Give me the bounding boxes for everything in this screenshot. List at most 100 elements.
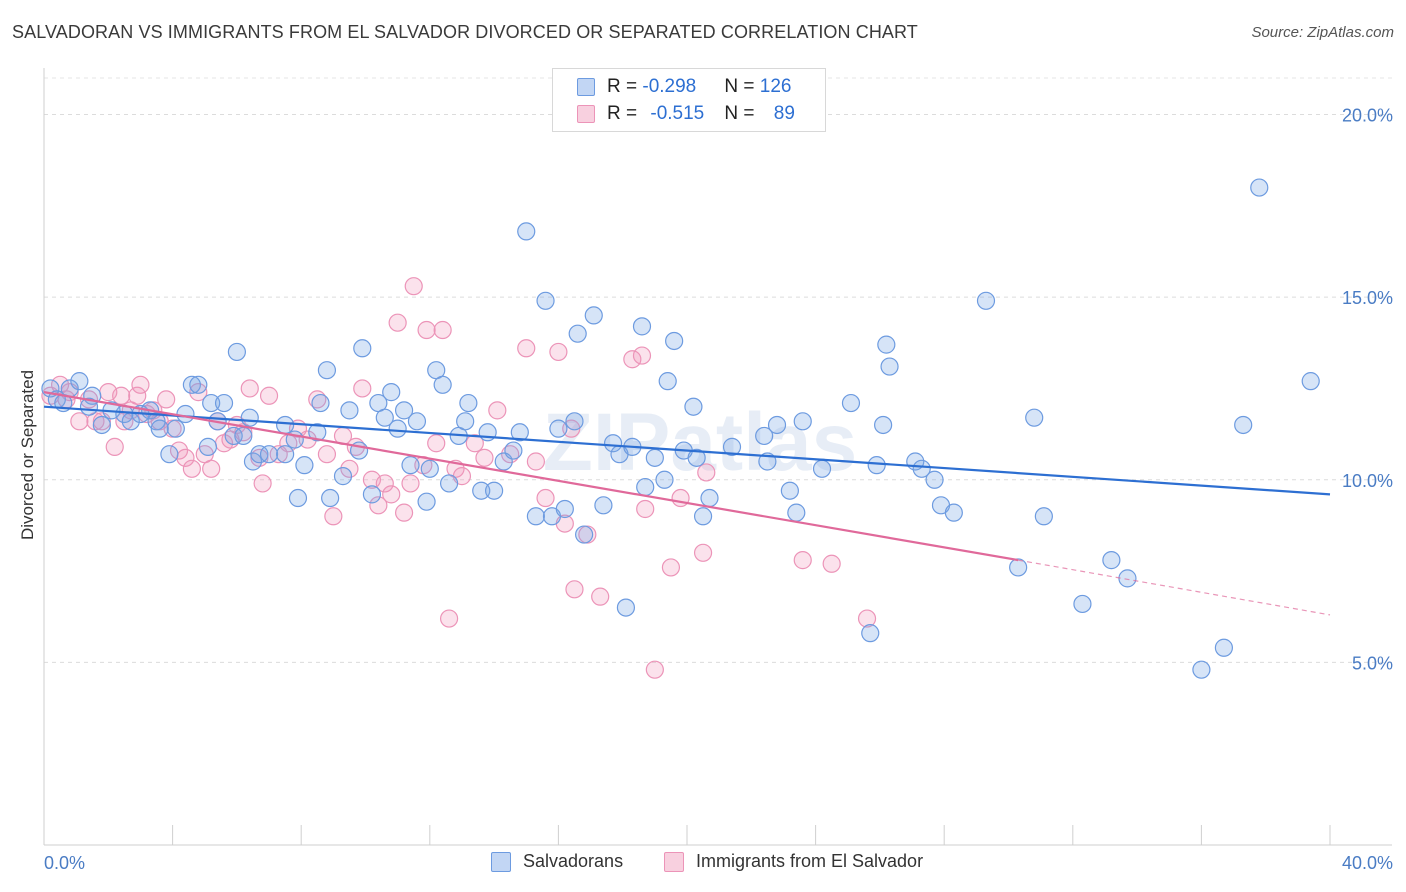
salvadorans-point (874, 415, 893, 435)
immigrants-point (475, 448, 494, 467)
salvadorans-point (517, 222, 536, 241)
series-immigrants-points (41, 277, 877, 679)
salvadorans-point (793, 412, 812, 431)
immigrants-point (565, 580, 584, 599)
salvadorans-point (417, 492, 436, 511)
immigrants-point (433, 320, 452, 340)
salvadorans-point (333, 467, 353, 486)
salvadorans-point (182, 375, 201, 394)
immigrants-point (353, 379, 372, 398)
immigrants-point (324, 507, 343, 526)
salvadorans-point (234, 426, 253, 446)
legend: R = -0.298 N = 126 R = -0.515 N = 89 (552, 68, 826, 132)
y-tick-label: 15.0% (1342, 288, 1393, 308)
salvadorans-point (976, 291, 996, 310)
salvadorans-point (198, 437, 218, 456)
salvadorans-point (787, 503, 806, 522)
salvadorans-point (536, 291, 555, 310)
salvadorans-point (382, 383, 401, 402)
salvadorans-point (308, 423, 327, 442)
series-salvadorans-points (41, 178, 1320, 679)
immigrants-point (369, 496, 388, 515)
salvadorans-point (288, 488, 308, 508)
immigrants-point (857, 609, 877, 628)
salvadorans-point (504, 441, 523, 460)
salvadorans-point (722, 437, 742, 456)
salvadorans-point (295, 456, 314, 475)
salvadorans-point (510, 423, 529, 442)
salvadorans-point (202, 393, 221, 413)
immigrants-point (526, 452, 545, 471)
salvadorans-trend-line (43, 405, 1331, 496)
immigrants-point (182, 459, 201, 478)
immigrants-point (822, 554, 841, 573)
immigrants-point (536, 488, 555, 508)
salvadorans-point (276, 415, 295, 435)
salvadorans-point (684, 397, 703, 416)
immigrants-point (693, 543, 713, 562)
salvadorans-point (526, 507, 545, 526)
salvadorans-point (636, 477, 655, 497)
immigrants-point (202, 459, 221, 478)
immigrants-point (549, 342, 568, 362)
salvadorans-point (603, 434, 623, 453)
bottom-legend-swatch-blue (491, 851, 511, 872)
salvadorans-point (1118, 569, 1137, 588)
immigrants-point (404, 277, 423, 296)
salvadorans-point (227, 342, 246, 362)
trend-lines (43, 391, 1331, 616)
immigrants-point (636, 499, 655, 519)
salvadorans-point (243, 452, 263, 471)
salvadorans-point (433, 375, 452, 394)
x-tick-label: 0.0% (44, 853, 85, 873)
axes (43, 68, 1392, 846)
salvadorans-point (1250, 178, 1269, 197)
salvadorans-point (160, 445, 179, 464)
salvadorans-point (594, 496, 613, 515)
salvadorans-point (407, 412, 427, 431)
salvadorans-point (665, 331, 684, 351)
x-tick-label: 40.0% (1342, 853, 1393, 873)
legend-row-salvadorans: R = -0.298 N = 126 (553, 74, 791, 100)
immigrants-point (632, 346, 652, 365)
salvadorans-point (565, 412, 584, 431)
legend-r-value: -0.298 (642, 76, 697, 97)
legend-swatch-blue (577, 78, 595, 96)
salvadorans-point (472, 481, 491, 500)
salvadorans-point (1214, 638, 1234, 657)
immigrants-point (645, 660, 664, 679)
salvadorans-point (485, 481, 504, 500)
salvadorans-point (388, 419, 407, 438)
salvadorans-point (912, 459, 931, 478)
immigrants-point (394, 503, 414, 522)
salvadorans-point (456, 412, 475, 431)
immigrants-point (157, 390, 176, 409)
salvadorans-point (1073, 594, 1092, 614)
salvadorans-point (700, 488, 719, 508)
immigrants-point (169, 441, 189, 460)
immigrants-point (382, 485, 401, 504)
legend-n-label: N = (724, 76, 760, 97)
tick-labels: 5.0% 10.0% 15.0% 20.0% 0.0% 40.0% (44, 106, 1393, 873)
salvadorans-point (1102, 551, 1121, 570)
salvadorans-point (340, 401, 359, 420)
immigrants-point (189, 383, 208, 402)
bottom-legend-label: Salvadorans (523, 851, 624, 871)
bottom-legend-swatch-pink (664, 851, 684, 872)
immigrants-point (388, 313, 407, 332)
salvadorans-point (375, 408, 394, 427)
immigrants-point (112, 386, 131, 405)
salvadorans-point (861, 624, 880, 643)
salvadorans-point (224, 426, 243, 446)
bottom-legend: Salvadorans Immigrants from El Salvador (0, 851, 1406, 877)
immigrants-trend-line (43, 391, 1019, 562)
salvadorans-point (394, 401, 414, 420)
bottom-legend-label: Immigrants from El Salvador (696, 851, 924, 871)
salvadorans-point (401, 456, 420, 475)
legend-row-immigrants: R = -0.515 N = 89 (553, 101, 795, 127)
salvadorans-point (812, 459, 832, 478)
salvadorans-point (549, 419, 568, 438)
legend-r-label: R = (607, 103, 643, 124)
immigrants-point (240, 379, 259, 398)
